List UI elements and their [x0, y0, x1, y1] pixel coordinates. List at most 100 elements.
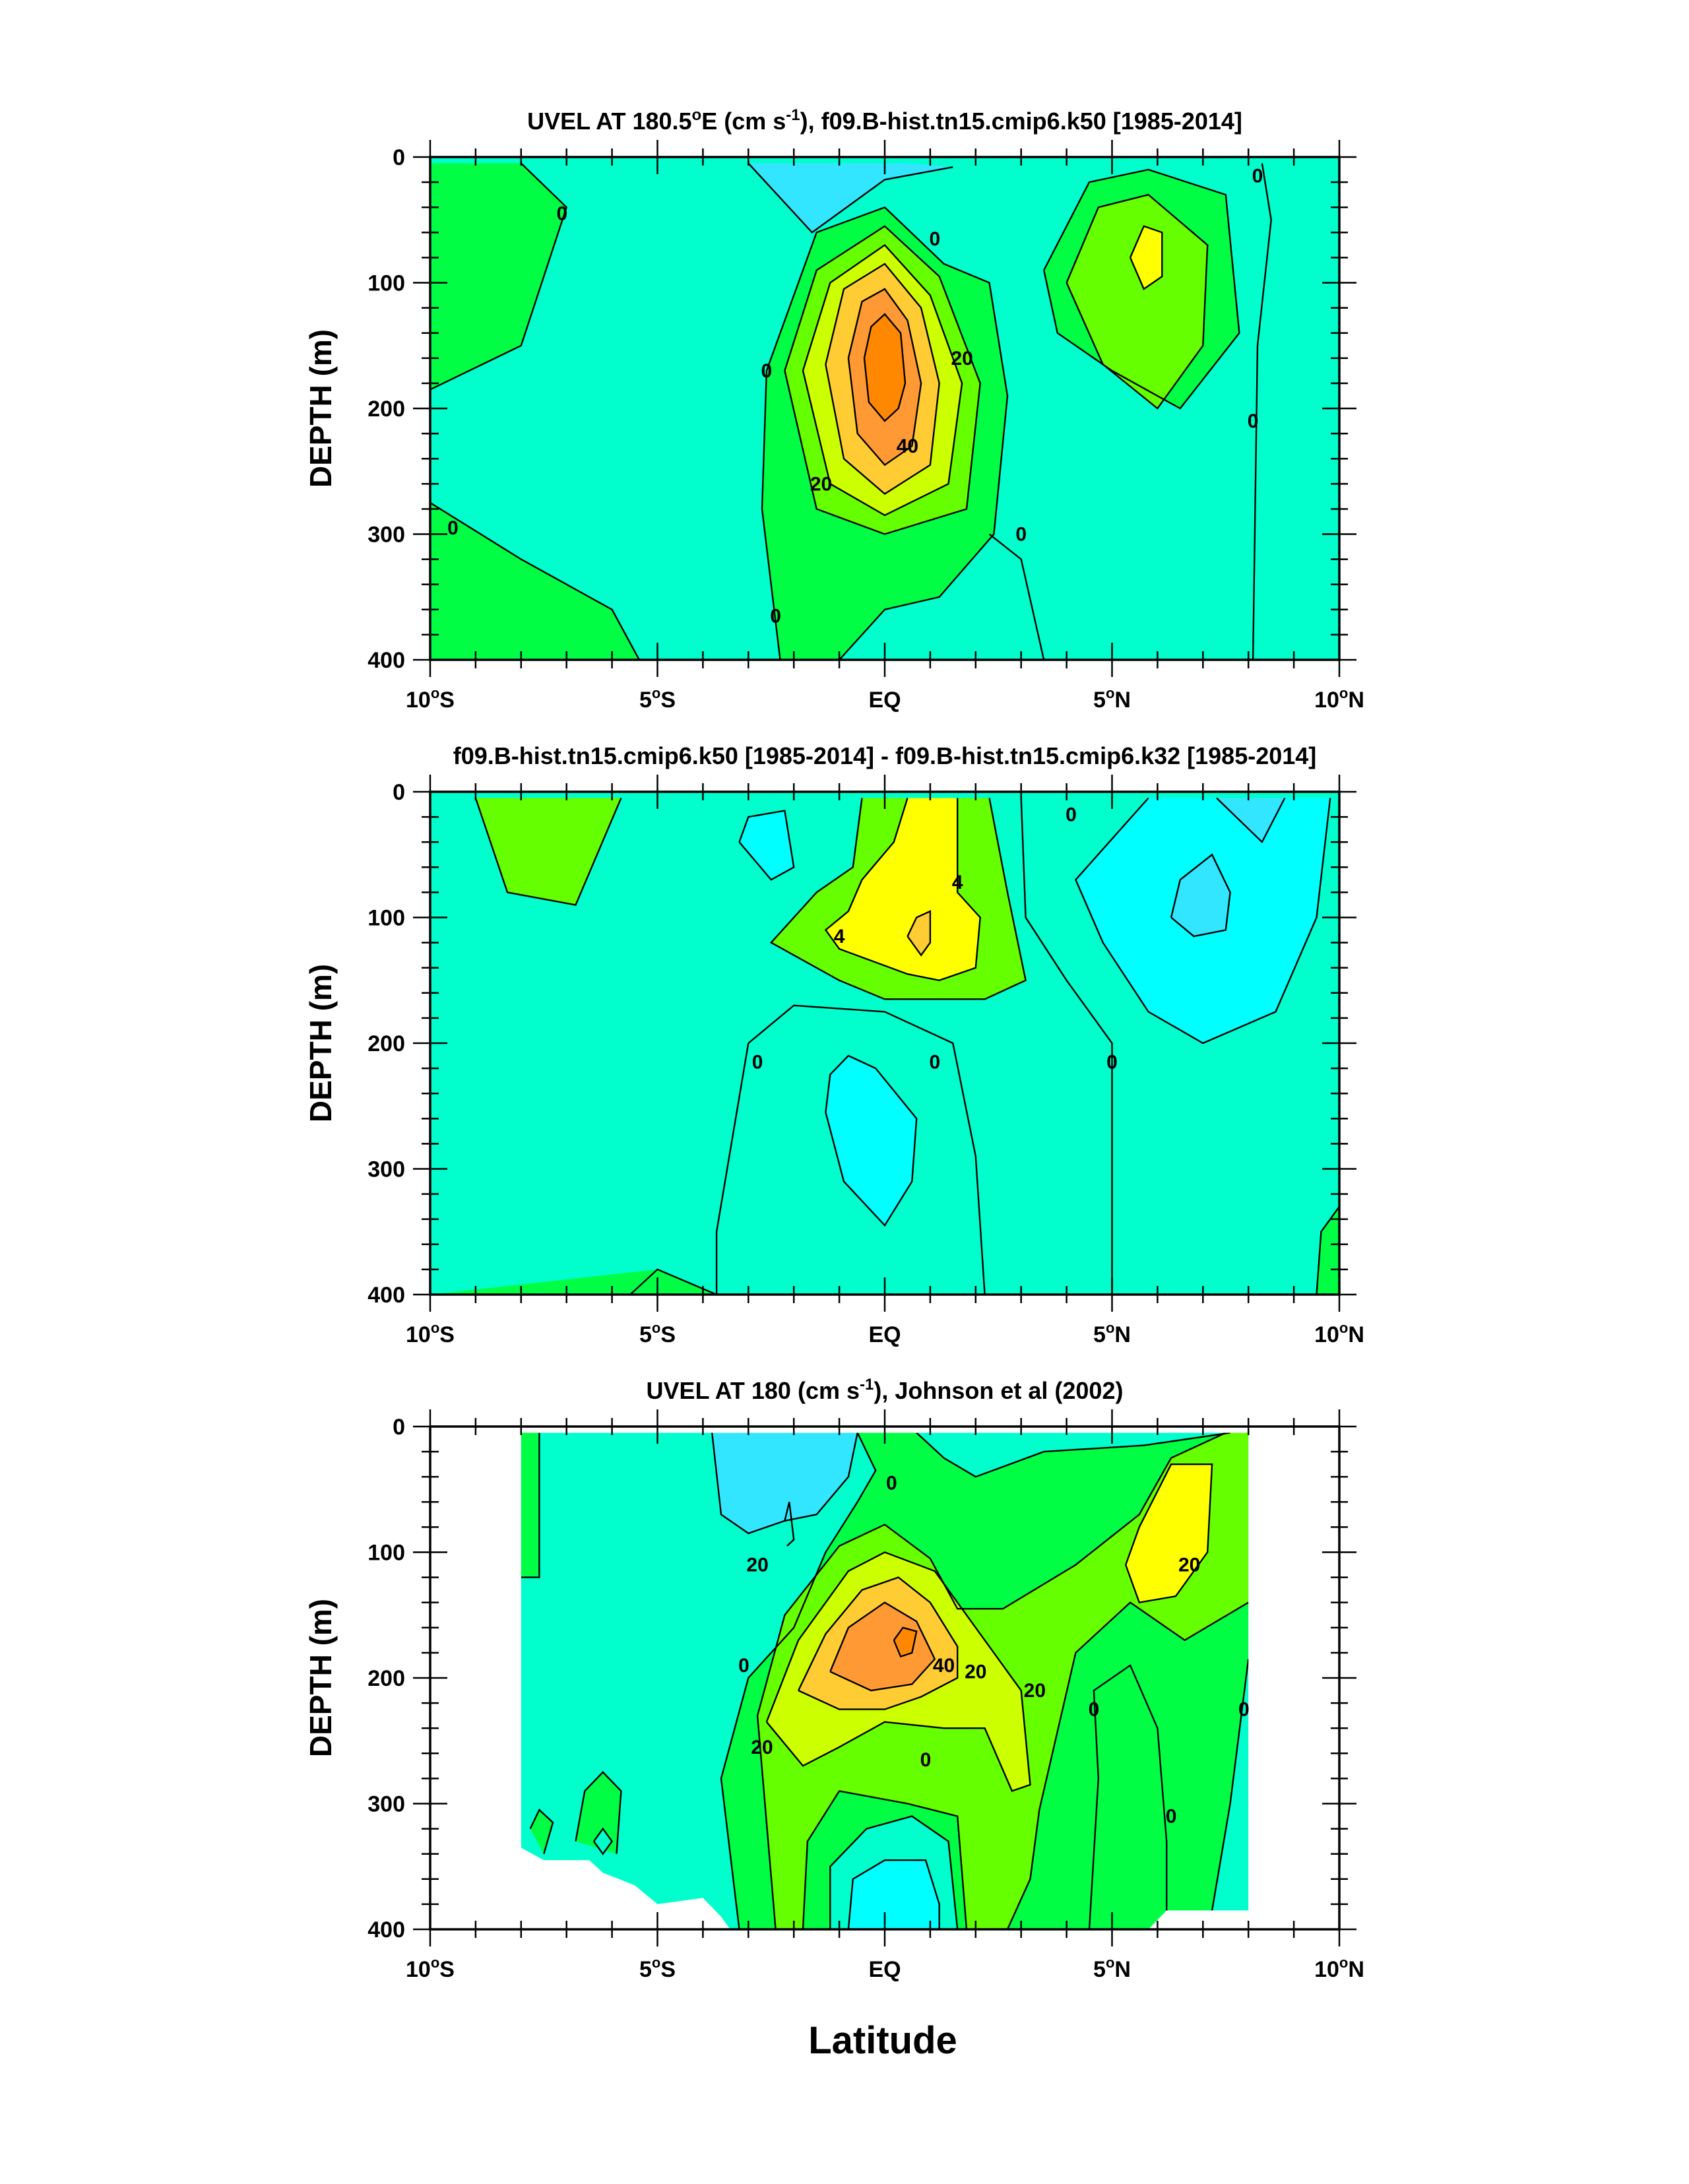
contour-label: 0 — [1248, 410, 1259, 432]
contour-fill-region — [430, 163, 567, 390]
contour-fill-region — [748, 163, 953, 233]
x-axis-title: Latitude — [808, 2019, 957, 2062]
contour-line — [748, 1004, 986, 1295]
contour-line — [847, 288, 922, 466]
contour-line — [825, 1054, 918, 1227]
x-tick-label: 10oN — [1314, 1320, 1364, 1347]
x-tick-label: 5oN — [1093, 1954, 1131, 1982]
y-axis-title: DEPTH (m) — [303, 1599, 338, 1757]
contour-label: 0 — [447, 517, 459, 539]
contour-fill-region — [739, 810, 794, 880]
contour-label: 20 — [951, 348, 972, 369]
contour-line — [824, 798, 981, 982]
contour-line — [1074, 797, 1331, 1044]
contour-fill-region — [530, 1810, 553, 1854]
y-tick-label: 200 — [367, 397, 405, 422]
contour-line — [738, 810, 795, 881]
contour-label: 0 — [1106, 1052, 1118, 1074]
y-tick-label: 300 — [367, 1792, 405, 1817]
contour-line — [1252, 163, 1272, 660]
contour-label: 0 — [886, 1473, 897, 1494]
y-tick-label: 400 — [367, 1917, 405, 1943]
contour-line — [474, 798, 622, 906]
contour-line — [798, 1576, 959, 1710]
y-tick-label: 0 — [393, 1415, 405, 1440]
contour-line — [1088, 1664, 1168, 1929]
contour-line — [593, 1827, 614, 1855]
x-tick-label: 5oN — [1093, 685, 1131, 713]
x-tick-label: EQ — [868, 1957, 901, 1982]
contour-label: 0 — [1066, 804, 1077, 825]
y-tick-label: 300 — [367, 1157, 405, 1182]
x-tick-label: EQ — [868, 1322, 901, 1347]
contour-fill-region — [1130, 226, 1163, 289]
contour-label: 4 — [952, 872, 963, 893]
contour-fill-region — [864, 314, 905, 421]
y-tick-label: 0 — [393, 780, 405, 805]
x-tick-label: 5oS — [639, 1320, 676, 1347]
contour-label: 0 — [556, 203, 567, 225]
y-tick-label: 100 — [367, 271, 405, 296]
y-axis-title: DEPTH (m) — [303, 964, 338, 1122]
contour-line — [802, 1790, 968, 1929]
contour-line — [1216, 797, 1286, 844]
contour-line — [1125, 1463, 1213, 1604]
y-tick-label: 200 — [367, 1666, 405, 1691]
contour-line — [847, 1859, 940, 1929]
contour-line — [784, 225, 981, 535]
x-tick-label: 10oN — [1314, 685, 1364, 713]
x-tick-label: 5oN — [1093, 1320, 1131, 1347]
contour-fill-region — [475, 798, 621, 905]
contour-label: 20 — [810, 473, 832, 495]
contour-line — [988, 533, 1045, 660]
x-tick-label: 5oS — [639, 1954, 676, 1982]
x-tick-label: 10oS — [406, 1954, 455, 1982]
contour-label: 20 — [965, 1661, 986, 1683]
y-tick-label: 400 — [367, 1283, 405, 1308]
contour-line — [825, 263, 940, 495]
x-tick-label: 5oS — [639, 685, 676, 713]
x-tick-label: 10oS — [406, 685, 455, 713]
contour-line — [529, 1809, 554, 1855]
contour-fill-region — [1316, 1206, 1339, 1295]
contour-label: 0 — [1089, 1699, 1100, 1721]
contour-label: 0 — [1166, 1806, 1177, 1828]
contour-line — [720, 1432, 877, 1929]
contour-fill-region — [1066, 195, 1208, 408]
panel-title: f09.B-hist.tn15.cmip6.k50 [1985-2014] - … — [453, 742, 1317, 769]
y-tick-label: 100 — [367, 906, 405, 931]
contour-label: 0 — [770, 605, 781, 627]
contour-fill-region — [430, 502, 639, 660]
contour-line — [521, 1432, 540, 1578]
contour-line — [715, 1043, 749, 1295]
y-tick-label: 100 — [367, 1541, 405, 1566]
contour-label: 0 — [1252, 166, 1263, 187]
contour-label: 20 — [1024, 1680, 1046, 1702]
contour-label: 40 — [933, 1655, 955, 1677]
contour-line — [430, 162, 568, 391]
contour-line — [769, 798, 1027, 1000]
y-tick-label: 300 — [367, 523, 405, 548]
contour-fill-region — [830, 1602, 935, 1691]
contour-label: 40 — [897, 435, 918, 457]
panel-title: UVEL AT 180.5oE (cm s-1), f09.B-hist.tn1… — [527, 106, 1242, 135]
contour-line — [829, 1815, 959, 1929]
y-tick-label: 0 — [393, 145, 405, 170]
contour-label: 20 — [751, 1737, 773, 1758]
y-tick-label: 200 — [367, 1031, 405, 1056]
contour-label: 0 — [1238, 1699, 1250, 1721]
contour-label: 4 — [834, 926, 845, 947]
contour-fill-region — [575, 1772, 621, 1854]
contour-line — [916, 1432, 1230, 1478]
contour-label: 0 — [738, 1655, 749, 1677]
contour-label: 0 — [929, 1052, 940, 1074]
contour-fill-region — [825, 1056, 917, 1226]
contour-line — [765, 1551, 1031, 1792]
contour-line — [863, 313, 907, 422]
contour-fill-region — [893, 1627, 917, 1657]
contour-line — [1066, 193, 1209, 410]
contour-label: 0 — [761, 360, 773, 382]
